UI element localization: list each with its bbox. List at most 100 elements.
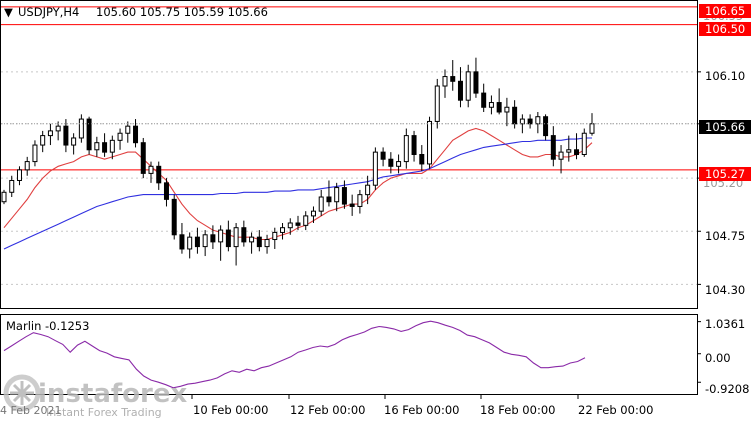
price-layer <box>1 6 701 399</box>
candle-body <box>295 222 301 226</box>
candle-body <box>519 118 525 125</box>
candle-body <box>133 125 139 144</box>
candle-body <box>558 151 564 160</box>
candle-body <box>473 71 479 94</box>
candle-body <box>156 165 162 184</box>
candle-body <box>187 236 193 250</box>
ind-tick-top: 1.0361 <box>705 317 745 331</box>
candle-body <box>326 196 332 203</box>
ind-tick-zero: 0.00 <box>705 351 731 365</box>
chart-ohlc: 105.60 105.75 105.59 105.66 <box>96 5 268 19</box>
candle-body <box>125 125 131 134</box>
candle-body <box>218 229 224 243</box>
candle-body <box>272 231 278 241</box>
candle-body <box>543 116 549 137</box>
candle-body <box>372 151 378 186</box>
level-label-105-27: 105.27 <box>705 167 745 181</box>
candle-body <box>512 106 518 125</box>
candle-body <box>1 191 7 203</box>
candle-body <box>117 132 123 141</box>
level-label-106-65: 106.65 <box>705 4 745 18</box>
x-tick-4: 18 Feb 00:00 <box>480 403 555 417</box>
candle-body <box>357 194 363 207</box>
candle-body <box>341 187 347 205</box>
candle-body <box>148 165 154 174</box>
candle-body <box>303 215 309 226</box>
candle-body <box>496 102 502 113</box>
price-panel <box>0 0 698 309</box>
candle-body <box>16 169 22 181</box>
candle-body <box>581 132 587 155</box>
candle-body <box>535 116 541 125</box>
candle-body <box>310 210 316 217</box>
x-tick-5: 22 Feb 00:00 <box>578 403 653 417</box>
candle-body <box>427 120 433 165</box>
candle-body <box>527 118 533 125</box>
candle-body <box>488 102 494 108</box>
watermark-tagline: Instant Forex Trading <box>46 406 162 419</box>
candle-body <box>78 118 84 139</box>
candle-body <box>504 106 510 113</box>
candle-body <box>202 234 208 248</box>
candle-body <box>388 158 394 167</box>
candle-body <box>411 135 417 156</box>
y-tick-104-30: 104.30 <box>705 283 745 297</box>
x-tick-partial: 4 Feb 2021 <box>0 404 61 417</box>
candle-body <box>55 125 61 132</box>
candle-body <box>450 76 456 82</box>
x-tick-3: 16 Feb 00:00 <box>384 403 459 417</box>
marlin-line <box>3 320 586 389</box>
candle-body <box>465 71 471 101</box>
level-box-106-65 <box>699 4 751 18</box>
candle-body <box>86 118 92 151</box>
candle-body <box>334 187 340 203</box>
candle-body <box>550 135 556 160</box>
current-price-label: 105.66 <box>705 120 745 134</box>
candle-body <box>194 236 200 248</box>
moving-average-line <box>3 137 592 250</box>
ind-tick-bottom: -0.9208 <box>705 382 749 396</box>
x-tick-1: 10 Feb 00:00 <box>193 403 268 417</box>
y-tick-106-10: 106.10 <box>705 69 745 83</box>
y-tick-104-75: 104.75 <box>705 229 745 243</box>
candle-body <box>365 184 371 196</box>
chart-symbol: USDJPY,H4 <box>18 5 79 19</box>
collapse-triangle-icon[interactable]: ▼ <box>4 5 13 19</box>
candle-body <box>380 151 386 160</box>
candle-body <box>442 76 448 87</box>
candle-body <box>403 135 409 163</box>
candle-body <box>171 198 177 236</box>
watermark-brand: instaforex <box>38 379 188 409</box>
candle-body <box>264 239 270 248</box>
indicator-title: Marlin -0.1253 <box>6 319 89 333</box>
candle-body <box>349 203 355 207</box>
candle-body <box>419 154 425 165</box>
candle-body <box>63 125 69 146</box>
candle-body <box>94 142 100 151</box>
candle-body <box>434 85 440 122</box>
level-box-106-50 <box>699 22 751 36</box>
candle-body <box>32 144 38 163</box>
candle-body <box>574 149 580 155</box>
indicator-layer <box>3 320 701 389</box>
candle-body <box>589 123 595 134</box>
candle-body <box>210 234 216 243</box>
candle-body <box>140 142 146 174</box>
candle-body <box>9 179 15 193</box>
candle-body <box>225 229 231 248</box>
indicator-panel <box>0 314 698 395</box>
current-price-box <box>699 120 751 134</box>
candle-body <box>71 137 77 146</box>
candle-body <box>163 182 169 200</box>
candle-body <box>457 80 463 101</box>
candle-body <box>280 227 286 233</box>
candle-body <box>233 227 239 248</box>
candle-body <box>318 196 324 212</box>
candle-body <box>249 236 255 243</box>
instaforex-logo: instaforex Instant Forex Trading <box>3 374 188 419</box>
candle-body <box>396 161 402 167</box>
level-box-105-27 <box>699 167 751 181</box>
candle-body <box>566 149 572 153</box>
candle-body <box>47 130 53 137</box>
